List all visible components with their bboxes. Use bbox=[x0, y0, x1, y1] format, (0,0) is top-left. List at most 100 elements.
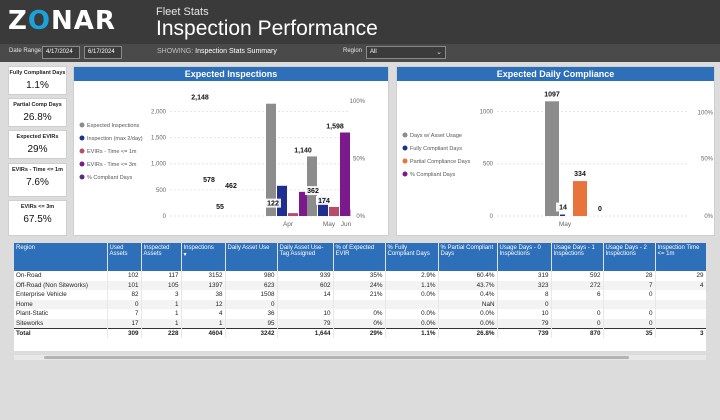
column-header[interactable]: Daily Asset Use bbox=[225, 243, 278, 271]
table-cell: 592 bbox=[551, 271, 604, 281]
column-header[interactable]: Inspection Time <= 1m bbox=[655, 243, 706, 271]
column-header[interactable]: % Partial Compliant Days bbox=[438, 243, 498, 271]
column-header[interactable]: Inspections ▾ bbox=[181, 243, 226, 271]
total-cell: 29% bbox=[333, 327, 386, 338]
table-cell: 0.0% bbox=[385, 318, 439, 328]
table-cell: 0.0% bbox=[385, 309, 439, 319]
table-cell: 36 bbox=[225, 309, 278, 319]
date-start-input[interactable]: 4/17/2024 bbox=[42, 46, 80, 59]
column-header[interactable]: Used Assets bbox=[107, 243, 142, 271]
legend-marker bbox=[79, 161, 85, 167]
table-cell: 1.1% bbox=[385, 280, 439, 290]
zonar-logo[interactable]: ZONAR bbox=[8, 6, 116, 36]
data-label: 122 bbox=[267, 201, 279, 208]
column-header[interactable]: % of Expected EVIR bbox=[333, 243, 386, 271]
kpi-label: Partial Comp Days bbox=[13, 102, 62, 108]
table-cell: 272 bbox=[551, 280, 604, 290]
table-cell: 14 bbox=[277, 290, 334, 300]
y-tick-label: 0 bbox=[490, 214, 494, 220]
table-cell: 28 bbox=[603, 271, 656, 281]
legend-marker bbox=[402, 132, 408, 138]
column-header[interactable]: % Fully Compliant Days bbox=[385, 243, 439, 271]
legend-marker bbox=[79, 122, 85, 128]
region-select[interactable]: All ⌄ bbox=[366, 46, 446, 59]
table-cell: NaN bbox=[438, 299, 498, 309]
table-row[interactable]: Siteworks 17 1 1 95 79 0% 0.0% 0.0% 79 0 0 bbox=[14, 318, 706, 328]
column-header[interactable]: Region bbox=[14, 243, 108, 271]
data-label-bg bbox=[265, 198, 281, 208]
bar-apr bbox=[288, 213, 298, 216]
bar-may bbox=[329, 206, 339, 216]
table-cell bbox=[277, 299, 334, 309]
table-cell: 29 bbox=[655, 271, 706, 281]
y2-tick-label: 0% bbox=[356, 214, 365, 220]
table-cell: 105 bbox=[141, 280, 182, 290]
y-tick-label: 1,000 bbox=[151, 162, 167, 168]
table-cell: 0 bbox=[603, 290, 656, 300]
column-header-label: Inspected Assets bbox=[143, 245, 170, 257]
data-label-bg bbox=[305, 186, 321, 196]
legend-label: % Compliant Days bbox=[410, 172, 455, 178]
kpi-fully-compliant-days: Fully Compliant Days 1.1% bbox=[8, 66, 67, 95]
table-cell: 35% bbox=[333, 271, 386, 281]
table-cell: 8 bbox=[497, 290, 552, 300]
column-header-label: % of Expected EVIR bbox=[335, 245, 375, 257]
table-cell: 0 bbox=[551, 309, 604, 319]
region-cell: Plant-Static bbox=[14, 309, 108, 319]
kpi-value: 26.8% bbox=[23, 112, 52, 123]
table-row[interactable]: Plant-Static 7 1 4 36 10 0% 0.0% 0.0% 10 0 0 bbox=[14, 309, 706, 319]
column-header-label: Usage Days - 0 Inspections bbox=[499, 245, 541, 257]
table-row[interactable]: On-Road 102 117 3152 980 939 35% 2.9% 60.4% 319 59… bbox=[14, 271, 706, 281]
expected-daily-compliance-chart[interactable]: 0 500 1000 0% 50% 100% Days w/ Asset Usage Full… bbox=[397, 81, 716, 236]
table-row[interactable]: Enterprise Vehicle 82 3 38 1508 14 21% 0.0% 0.4%… bbox=[14, 290, 706, 300]
data-label-bg bbox=[201, 174, 217, 184]
column-header[interactable]: Daily Asset Use-Tag Assigned bbox=[277, 243, 334, 271]
column-header-label: Usage Days - 1 Inspections bbox=[553, 245, 595, 257]
data-label-bg bbox=[556, 202, 570, 212]
data-label: 55 bbox=[216, 204, 224, 211]
y2-tick-label: 50% bbox=[701, 157, 714, 163]
column-header[interactable]: Usage Days - 1 Inspections bbox=[551, 243, 604, 271]
table-horizontal-scrollbar[interactable] bbox=[14, 355, 706, 360]
bar-may bbox=[318, 197, 328, 216]
legend-marker bbox=[79, 174, 85, 180]
bar-apr bbox=[266, 103, 276, 216]
table-cell: 0 bbox=[551, 318, 604, 328]
column-header-label: Region bbox=[16, 245, 36, 251]
total-cell: 870 bbox=[551, 327, 604, 338]
data-label: 174 bbox=[318, 198, 330, 205]
scrollbar-thumb[interactable] bbox=[44, 356, 629, 359]
total-cell: 3242 bbox=[225, 327, 278, 338]
legend-marker bbox=[402, 145, 408, 151]
table-cell: 1 bbox=[141, 318, 182, 328]
data-label: 1,140 bbox=[294, 147, 312, 154]
table-cell bbox=[655, 290, 706, 300]
column-header[interactable]: Usage Days - 2 Inspections bbox=[603, 243, 656, 271]
chart-title: Expected Inspections bbox=[74, 67, 388, 81]
table-cell: 102 bbox=[107, 271, 142, 281]
bar-may bbox=[340, 132, 350, 216]
column-header-label: Inspection Time <= 1m bbox=[657, 245, 700, 257]
expected-inspections-chart[interactable]: 0 500 1,000 1,500 2,000 0% 50% 100% Expected Ins… bbox=[74, 81, 390, 236]
table-row[interactable]: Off-Road (Non Siteworks) 101 105 1397 623 602… bbox=[14, 280, 706, 290]
column-header[interactable]: Usage Days - 0 Inspections bbox=[497, 243, 552, 271]
logo-letter: Z bbox=[8, 6, 28, 36]
logo-letter: O bbox=[27, 6, 51, 36]
table-cell: 0.0% bbox=[385, 290, 439, 300]
table-row[interactable]: Home 0 1 12 0 NaN 0 bbox=[14, 299, 706, 309]
table-cell: 1508 bbox=[225, 290, 278, 300]
column-header-label: % Partial Compliant Days bbox=[440, 245, 494, 257]
table-cell bbox=[385, 299, 439, 309]
showing-text: SHOWING: Inspection Stats Summary bbox=[157, 48, 277, 55]
table-cell bbox=[603, 299, 656, 309]
table-cell: 1 bbox=[141, 309, 182, 319]
date-end-input[interactable]: 6/17/2024 bbox=[84, 46, 122, 59]
legend-label: % Compliant Days bbox=[87, 175, 132, 181]
column-header[interactable]: Inspected Assets bbox=[141, 243, 182, 271]
kpi-partial-comp-days: Partial Comp Days 26.8% bbox=[8, 98, 67, 127]
showing-label: SHOWING: bbox=[157, 48, 194, 55]
table-cell: 3152 bbox=[181, 271, 226, 281]
total-cell: 1,644 bbox=[277, 327, 334, 338]
legend-label: EVIRs - Time <= 1m bbox=[87, 149, 137, 155]
table-cell: 7 bbox=[603, 280, 656, 290]
